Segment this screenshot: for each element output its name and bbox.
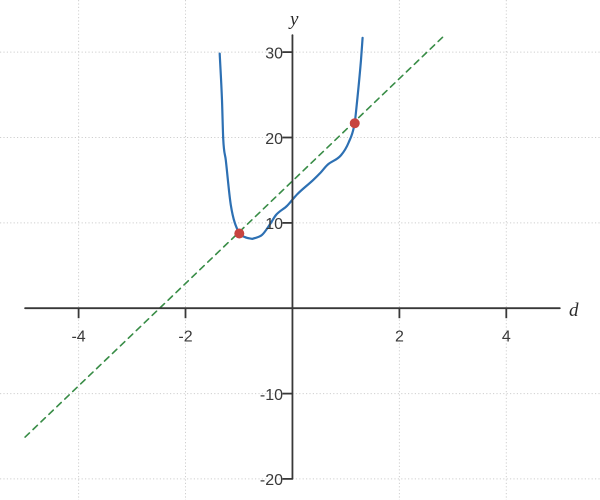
svg-text:y: y [288, 9, 299, 30]
svg-text:20: 20 [265, 131, 283, 148]
svg-text:2: 2 [395, 329, 404, 346]
svg-text:d: d [569, 300, 579, 321]
svg-text:-4: -4 [71, 329, 85, 346]
svg-text:30: 30 [265, 46, 283, 63]
svg-text:10: 10 [265, 216, 283, 233]
svg-text:4: 4 [502, 329, 511, 346]
svg-text:-20: -20 [260, 472, 283, 489]
svg-text:-2: -2 [178, 329, 192, 346]
svg-text:-10: -10 [260, 387, 283, 404]
